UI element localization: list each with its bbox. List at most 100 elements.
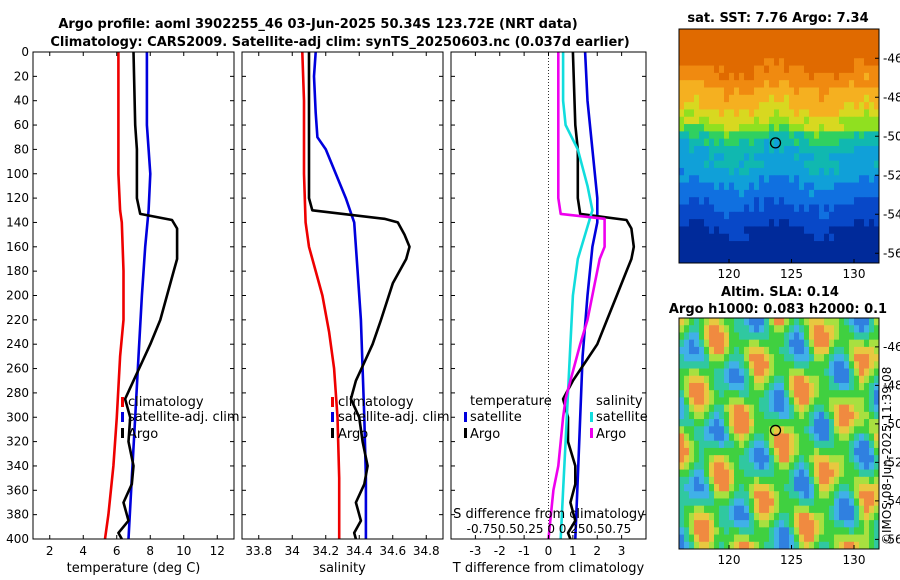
- map-cell: [839, 102, 845, 110]
- map-cell: [764, 354, 770, 362]
- map-cell: [874, 197, 880, 205]
- map-cell: [689, 58, 695, 66]
- map-cell: [854, 411, 860, 420]
- map-cell: [724, 346, 730, 355]
- map-cell: [794, 87, 800, 96]
- map-cell: [849, 182, 855, 191]
- map-cell: [774, 462, 780, 470]
- map-cell: [844, 390, 850, 398]
- map-cell: [839, 433, 845, 442]
- map-cell: [784, 124, 790, 132]
- map-cell: [814, 43, 820, 52]
- map-cell: [774, 404, 780, 413]
- map-cell: [804, 109, 810, 118]
- map-cell: [839, 58, 845, 66]
- map-cell: [734, 397, 740, 406]
- map-cell: [749, 197, 755, 205]
- map-cell: [809, 397, 815, 406]
- map-cell: [849, 426, 855, 434]
- map-cell: [784, 138, 790, 147]
- map-cell: [719, 433, 725, 442]
- map-cell: [684, 226, 690, 235]
- map-cell: [754, 131, 760, 140]
- map-cell: [874, 534, 880, 543]
- map-cell: [764, 332, 770, 341]
- map-cell: [714, 160, 720, 169]
- map-cell: [729, 433, 735, 442]
- map-cell: [859, 491, 865, 499]
- map-cell: [719, 419, 725, 427]
- map-cell: [874, 491, 880, 499]
- map-cell: [849, 50, 855, 59]
- map-cell: [839, 65, 845, 74]
- map-cell: [724, 182, 730, 191]
- map-cell: [839, 332, 845, 341]
- map-cell: [704, 455, 710, 463]
- map-cell: [754, 255, 760, 264]
- map-cell: [699, 476, 705, 485]
- map-cell: [749, 440, 755, 449]
- map-cell: [679, 233, 685, 242]
- map-cell: [789, 433, 795, 442]
- map-cell: [729, 80, 735, 88]
- map-cell: [874, 211, 880, 220]
- map-cell: [804, 491, 810, 499]
- map-cell: [809, 354, 815, 362]
- map-cell: [719, 332, 725, 341]
- map-cell: [729, 332, 735, 341]
- map-cell: [684, 440, 690, 449]
- map-cell: [824, 325, 830, 333]
- map-cell: [704, 390, 710, 398]
- map-cell: [714, 397, 720, 406]
- map-cell: [679, 175, 685, 183]
- map-cell: [744, 484, 750, 492]
- map-cell: [689, 426, 695, 434]
- legend-label-sal-satellite: satellite: [596, 410, 648, 425]
- map-cell: [689, 160, 695, 169]
- map-cell: [804, 204, 810, 213]
- map-cell: [824, 131, 830, 140]
- map-cell: [684, 94, 690, 103]
- map-cell: [759, 404, 765, 413]
- map-cell: [829, 469, 835, 478]
- map-cell: [874, 426, 880, 434]
- map-cell: [714, 505, 720, 514]
- map-cell: [759, 512, 765, 521]
- map-cell: [819, 397, 825, 406]
- map-cell: [729, 65, 735, 74]
- map-cell: [709, 58, 715, 66]
- map-cell: [869, 541, 875, 550]
- map-cell: [749, 211, 755, 220]
- map-cell: [809, 219, 815, 227]
- map-cell: [859, 455, 865, 463]
- map-cell: [689, 43, 695, 52]
- map-cell: [824, 534, 830, 543]
- map-cell: [744, 65, 750, 74]
- map-cell: [694, 80, 700, 88]
- map-cell: [869, 426, 875, 434]
- map-cell: [784, 484, 790, 492]
- map-cell: [734, 505, 740, 514]
- map-cell: [729, 175, 735, 183]
- map-cell: [874, 65, 880, 74]
- y-tick-label: 340: [6, 459, 29, 473]
- map-cell: [679, 476, 685, 485]
- map-cell: [859, 339, 865, 348]
- map-cell: [824, 182, 830, 191]
- map-cell: [839, 153, 845, 162]
- map-cell: [839, 361, 845, 369]
- x-axis-label: salinity: [319, 561, 366, 576]
- map-cell: [834, 455, 840, 463]
- map-cell: [804, 512, 810, 521]
- map-cell: [844, 491, 850, 499]
- map-cell: [759, 131, 765, 140]
- map-cell: [774, 512, 780, 521]
- map-cell: [794, 29, 800, 37]
- map-cell: [684, 50, 690, 59]
- map-cell: [824, 520, 830, 528]
- map-cell: [799, 512, 805, 521]
- map-cell: [829, 390, 835, 398]
- map-cell: [719, 138, 725, 147]
- map-cell: [834, 94, 840, 103]
